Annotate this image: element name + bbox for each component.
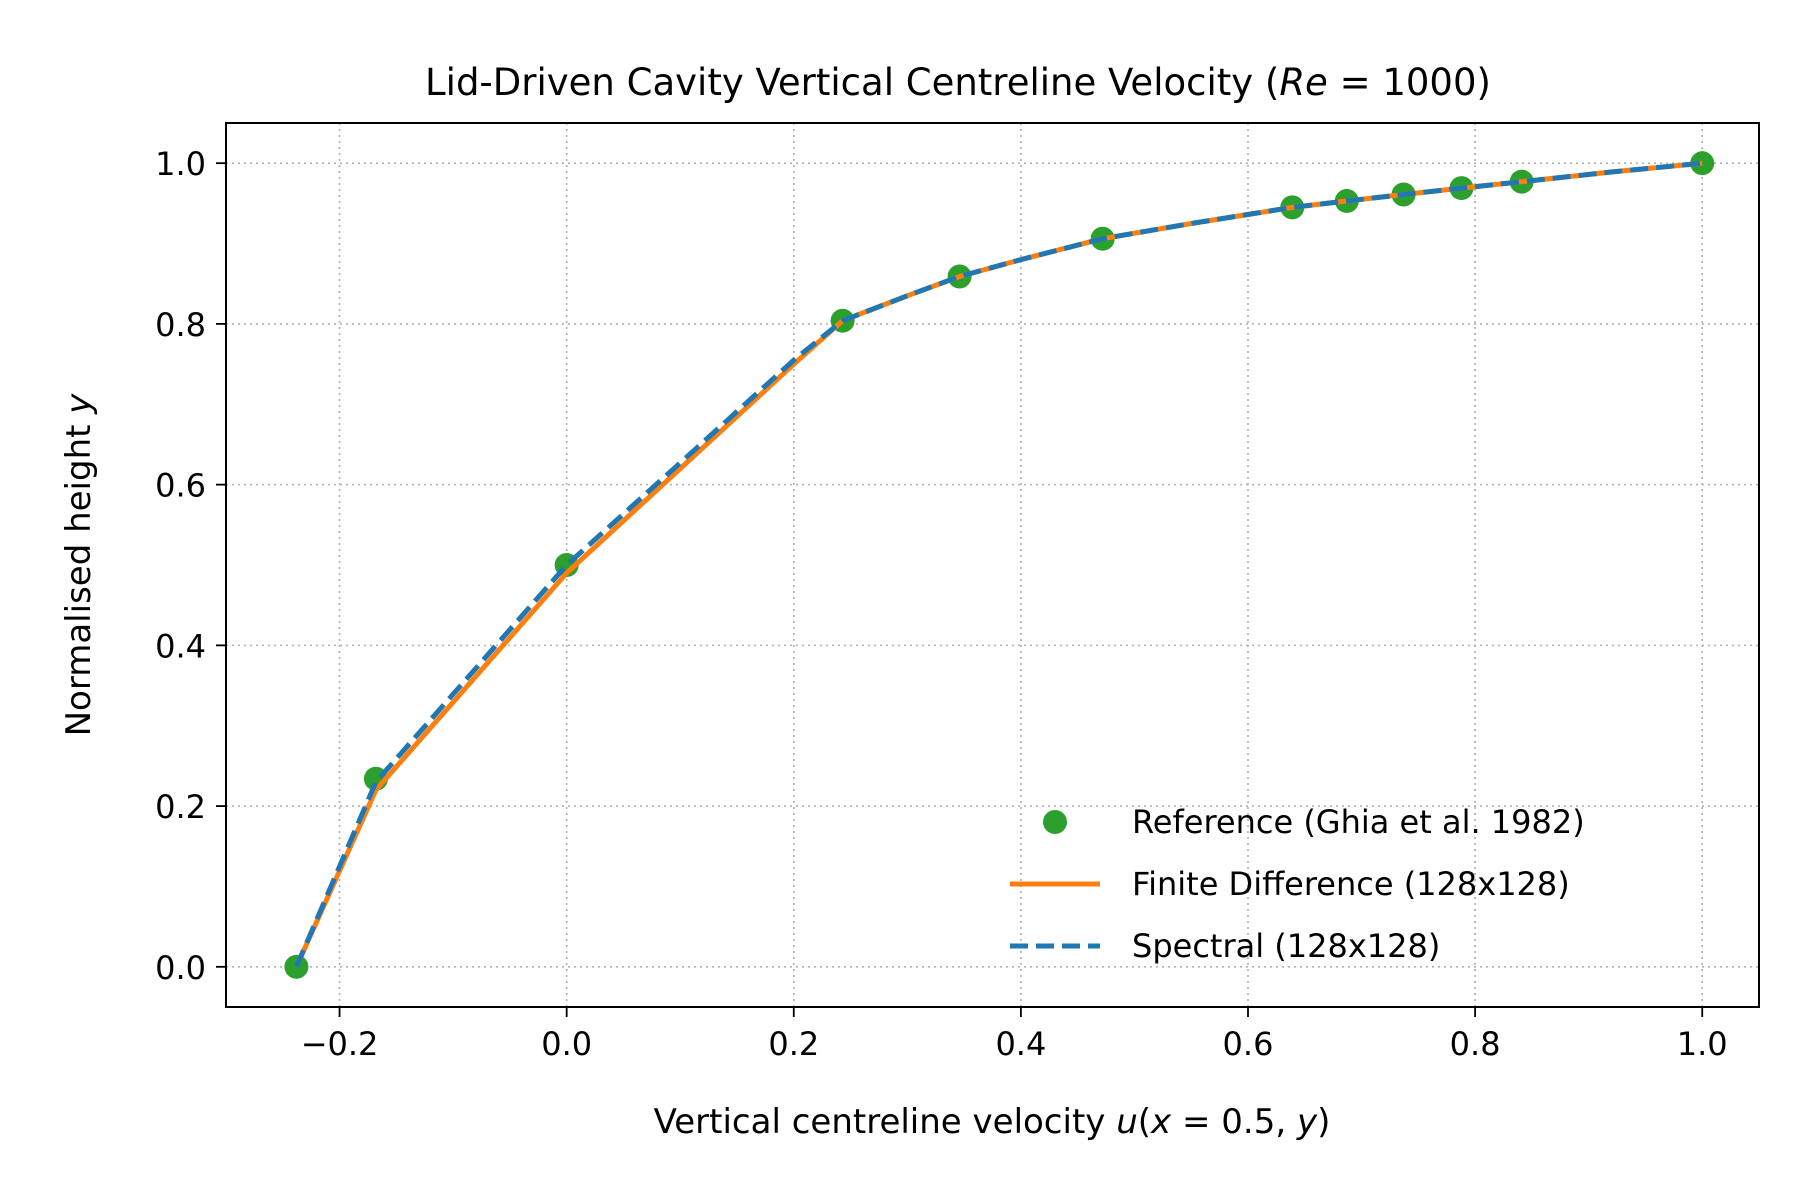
legend-label: Reference (Ghia et al. 1982) — [1132, 803, 1585, 841]
spectral-line — [294, 160, 1703, 968]
legend-label: Finite Difference (128x128) — [1132, 865, 1570, 903]
legend: Reference (Ghia et al. 1982) Finite Diffe… — [1010, 803, 1585, 965]
finite-difference-line — [294, 160, 1703, 968]
plot-frame — [225, 122, 1760, 1008]
axis-ticks: −0.2 0.0 0.2 0.4 0.6 0.8 1.0 0.0 0.2 0.4 0.6 0.8 1.0 — [155, 145, 1728, 1063]
x-tick-label: 1.0 — [1677, 1025, 1728, 1063]
y-tick-label: 0.8 — [155, 306, 206, 344]
x-tick-label: −0.2 — [301, 1025, 379, 1063]
chart-title: Lid-Driven Cavity Vertical Centreline Ve… — [425, 61, 1491, 104]
x-tick-label: 0.4 — [995, 1025, 1046, 1063]
legend-marker-reference — [1043, 810, 1067, 834]
y-tick-label: 0.6 — [155, 467, 206, 505]
y-tick-label: 0.0 — [155, 949, 206, 987]
reference-point — [284, 954, 309, 979]
legend-label: Spectral (128x128) — [1132, 927, 1440, 965]
x-tick-label: 0.8 — [1450, 1025, 1501, 1063]
x-tick-label: 0.2 — [768, 1025, 819, 1063]
x-tick-label: 0.0 — [541, 1025, 592, 1063]
x-tick-label: 0.6 — [1223, 1025, 1274, 1063]
series-layer — [284, 151, 1715, 979]
reference-point — [1690, 151, 1715, 176]
y-tick-label: 0.4 — [155, 627, 206, 665]
y-axis-label: Normalised height y — [59, 393, 99, 737]
x-axis-label: Vertical centreline velocity u(x = 0.5, … — [654, 1102, 1331, 1142]
y-tick-label: 1.0 — [155, 145, 206, 183]
y-tick-label: 0.2 — [155, 788, 206, 826]
